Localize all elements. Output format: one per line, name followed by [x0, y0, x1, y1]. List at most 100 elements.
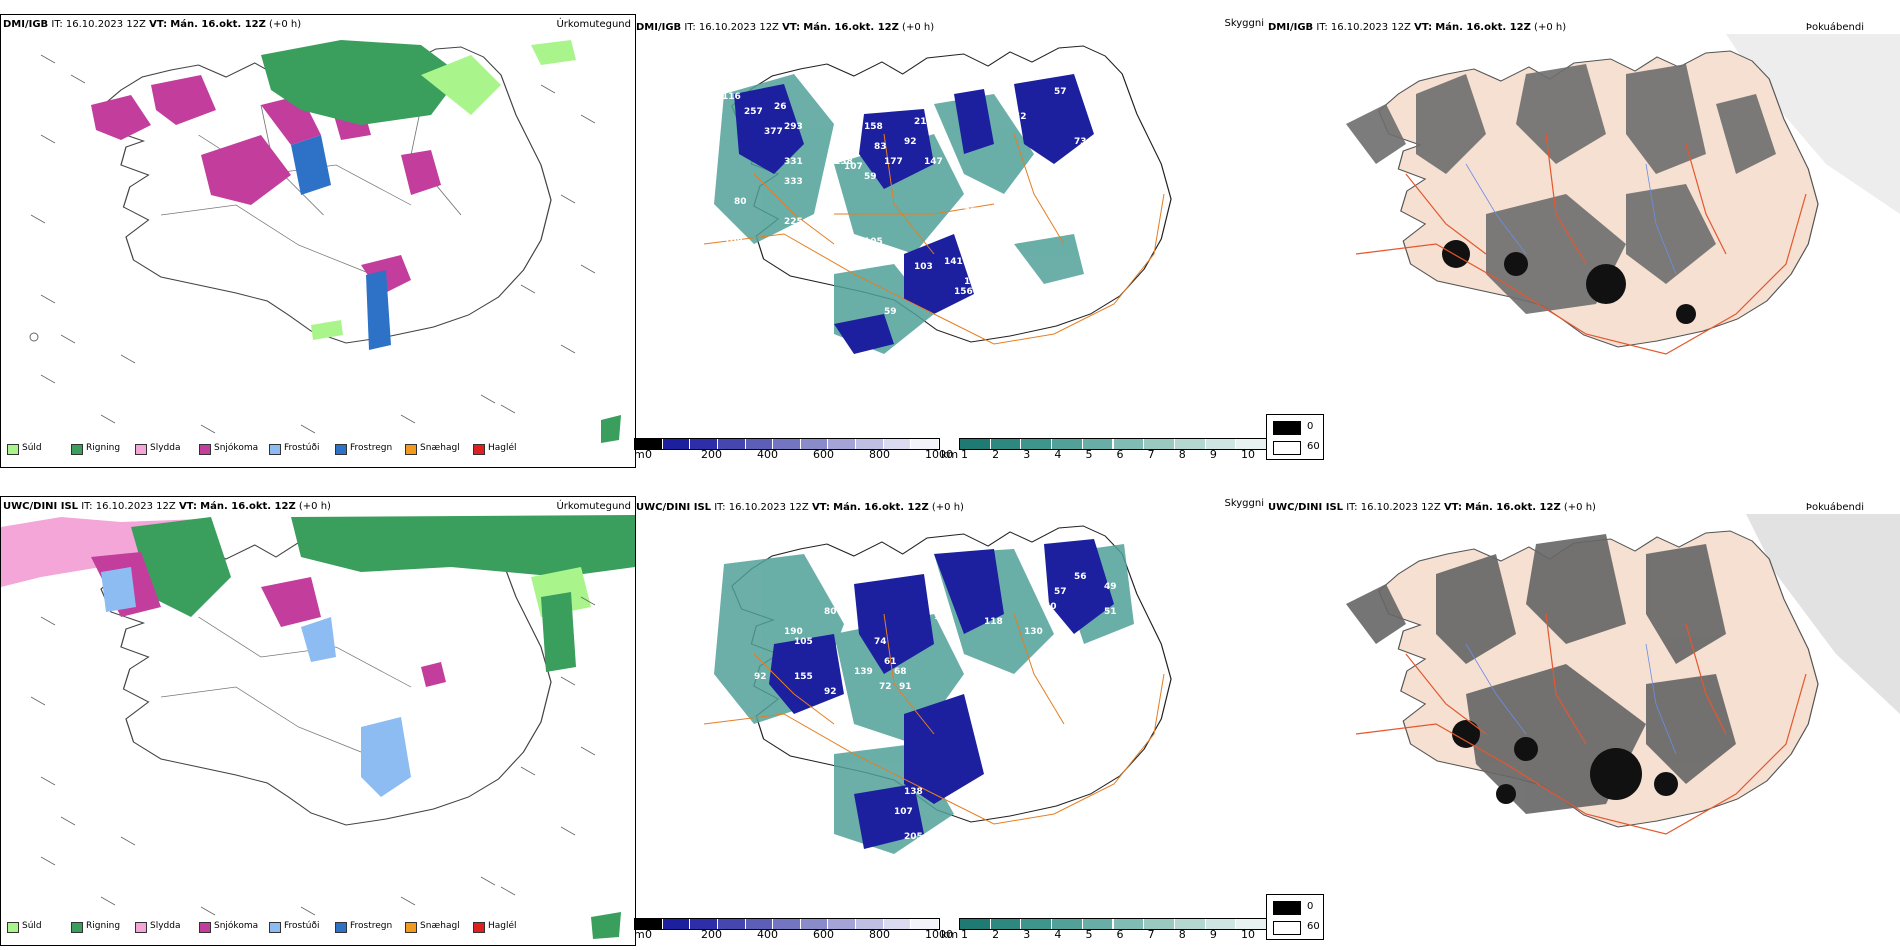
map-type-label: Skyggni	[1224, 18, 1264, 29]
vt-label: VT:	[1443, 502, 1462, 513]
vt-label: VT:	[1414, 22, 1433, 33]
cloud-height-label: 91	[899, 682, 912, 692]
it-time: 16.10.2023 12Z	[1330, 22, 1411, 33]
cloud-height-label: 97	[754, 312, 767, 322]
cloud-height-label: 80	[824, 607, 837, 617]
colorbar-tick: 7	[1147, 448, 1155, 461]
model-name: UWC/DINI ISL	[3, 501, 79, 512]
cloud-panel-top: DMI/IGB IT: 16.10.2023 12Z VT: Mán. 16.o…	[634, 14, 1266, 466]
colorbar-tick: 3	[1023, 928, 1031, 941]
vt-time: Mán. 16.okt. 12Z	[803, 22, 899, 33]
fog-dense-areas	[1442, 240, 1696, 324]
colorbar-segment	[1082, 919, 1114, 929]
colorbar-segment	[662, 439, 691, 449]
cloud-height-label: 333	[784, 177, 803, 187]
panel-title: DMI/IGB IT: 16.10.2023 12Z VT: Mán. 16.o…	[636, 22, 934, 33]
map-type-label: Þokuábendi	[1805, 502, 1864, 513]
legend-label: Súld	[22, 443, 42, 453]
cloud-height-label: 74	[874, 637, 887, 647]
cloud-height-label: 48	[1074, 657, 1087, 667]
it-time: 16.10.2023 12Z	[728, 502, 809, 513]
colorbar-tick: 10	[1241, 448, 1255, 461]
cloud-height-label: 116	[722, 92, 741, 102]
cloud-height-label: 331	[784, 157, 803, 167]
colorbar-tick: 8	[1178, 928, 1186, 941]
fog-legend-bottom: 0 60	[1266, 894, 1324, 940]
cloud-height-label: 156	[954, 287, 973, 297]
fog-legend-v1: 60	[1307, 441, 1320, 452]
wind-barbs	[30, 54, 596, 434]
vis-colorbar-bottom	[959, 918, 1268, 930]
legend-label: Haglél	[488, 921, 517, 931]
colorbar-tick: 5	[1085, 928, 1093, 941]
cloud-height-label: 102	[984, 747, 1003, 757]
cloud-height-label: 49	[1104, 582, 1117, 592]
fog-legend-dark	[1273, 421, 1301, 435]
cloud-height-label: 155	[794, 672, 813, 682]
colorbar-tick: 1	[961, 928, 968, 941]
cloud-height-label: 51	[1104, 607, 1117, 617]
colorbar-tick: 10	[1241, 928, 1255, 941]
colorbar-tick: 7	[1147, 928, 1155, 941]
cloud-height-label: 76	[1044, 717, 1057, 727]
legend-label: Snæhagl	[420, 921, 460, 931]
colorbar-segment	[1021, 919, 1053, 929]
legend-label: Frostregn	[350, 443, 393, 453]
model-name: DMI/IGB	[636, 22, 682, 33]
legend-label: Frostúði	[284, 443, 320, 453]
road-network	[703, 613, 1165, 825]
cloud-height-label: 92	[754, 672, 767, 682]
map-type-label: Þokuábendi	[1805, 22, 1864, 33]
legend-swatch	[335, 444, 347, 455]
colorbar-segment	[717, 439, 746, 449]
cloud-height-label: 92	[824, 687, 837, 697]
cloud-height-label: 178	[734, 547, 753, 557]
legend-label: Rigning	[86, 443, 121, 453]
legend-label: Snæhagl	[420, 443, 460, 453]
legend-swatch	[335, 922, 347, 933]
colorbar-tick: 1000	[925, 448, 953, 461]
vt-time: Mán. 16.okt. 12Z	[170, 19, 266, 30]
fog-legend-v1: 60	[1307, 921, 1320, 932]
colorbar-segment	[717, 919, 746, 929]
cloud-height-label: 126	[884, 97, 903, 107]
lead-time: (+0 h)	[1563, 502, 1596, 513]
vt-time: Mán. 16.okt. 12Z	[833, 502, 929, 513]
vt-label: VT:	[149, 19, 168, 30]
colorbar-tick: 2	[992, 448, 1000, 461]
cloud-height-label: 141	[944, 257, 963, 267]
cloud-height-label: 205	[904, 832, 923, 842]
precip-panel-bottom: UWC/DINI ISL IT: 16.10.2023 12Z VT: Mán.…	[0, 496, 636, 946]
colorbar-segment	[635, 439, 663, 449]
cloud-height-label: 158	[964, 277, 983, 287]
cloud-unit: m	[634, 928, 645, 941]
colorbar-segment	[1113, 919, 1145, 929]
it-label: IT:	[51, 19, 63, 30]
cloud-height-label: 81	[1034, 582, 1047, 592]
colorbar-segment	[828, 439, 857, 449]
cloud-height-label: 73	[834, 727, 847, 737]
model-name: UWC/DINI ISL	[1268, 502, 1344, 513]
cloud-height-label: 59	[994, 782, 1007, 792]
colorbar-segment	[1205, 439, 1237, 449]
colorbar-segment	[911, 439, 939, 449]
cloud-height-label: 88	[934, 862, 947, 872]
fog-gradient-area	[1746, 514, 1900, 714]
colorbar-tick: 400	[757, 928, 778, 941]
cloud-height-label: 68	[894, 667, 907, 677]
cloud-base-areas	[734, 74, 1094, 354]
cloud-height-label: 74	[1099, 637, 1112, 647]
colorbar-segment	[960, 919, 991, 929]
cloud-height-label: 107	[894, 807, 913, 817]
it-time: 16.10.2023 12Z	[698, 22, 779, 33]
panel-title: UWC/DINI ISL IT: 16.10.2023 12Z VT: Mán.…	[3, 501, 331, 512]
cloud-height-label: 130	[914, 347, 933, 357]
colorbar-tick: 8	[1178, 448, 1186, 461]
cloud-height-label: 139	[854, 667, 873, 677]
map-type-label: Skyggni	[1224, 498, 1264, 509]
cloud-height-label: 72	[879, 682, 892, 692]
colorbar-tick: 600	[813, 928, 834, 941]
colorbar-segment	[1144, 439, 1175, 449]
cloud-height-label: 50	[1014, 732, 1027, 742]
vis-unit: km	[941, 928, 959, 941]
